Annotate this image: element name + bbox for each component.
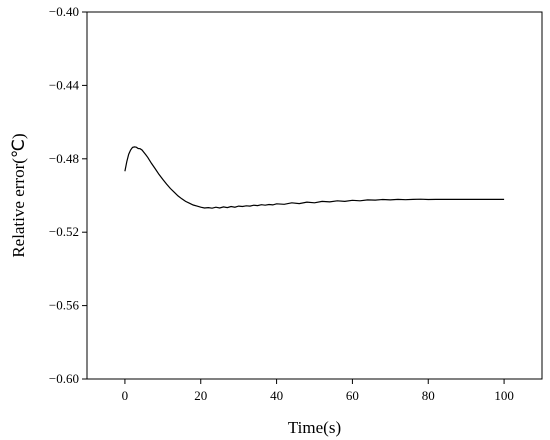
x-tick-label: 20 <box>194 388 207 403</box>
y-tick-label: −0.60 <box>49 371 79 386</box>
x-tick-label: 100 <box>494 388 514 403</box>
plot-frame <box>86 11 543 380</box>
y-tick-label: −0.48 <box>49 151 79 166</box>
x-tick-label: 0 <box>122 388 129 403</box>
x-tick-label: 40 <box>270 388 283 403</box>
y-tick-label: −0.52 <box>49 224 79 239</box>
x-axis-title: Time(s) <box>288 418 341 437</box>
y-tick-label: −0.40 <box>49 4 79 19</box>
y-axis-title: Relative error(℃) <box>9 133 28 257</box>
y-tick-label: −0.56 <box>49 298 80 313</box>
y-tick-label: −0.44 <box>49 77 80 92</box>
series-line <box>124 146 505 209</box>
x-axis: 0 20 40 60 80 100 <box>122 379 514 403</box>
x-tick-label: 80 <box>422 388 435 403</box>
x-tick-label: 60 <box>346 388 359 403</box>
y-axis: −0.40 −0.44 −0.48 −0.52 −0.56 −0.60 <box>49 4 87 386</box>
